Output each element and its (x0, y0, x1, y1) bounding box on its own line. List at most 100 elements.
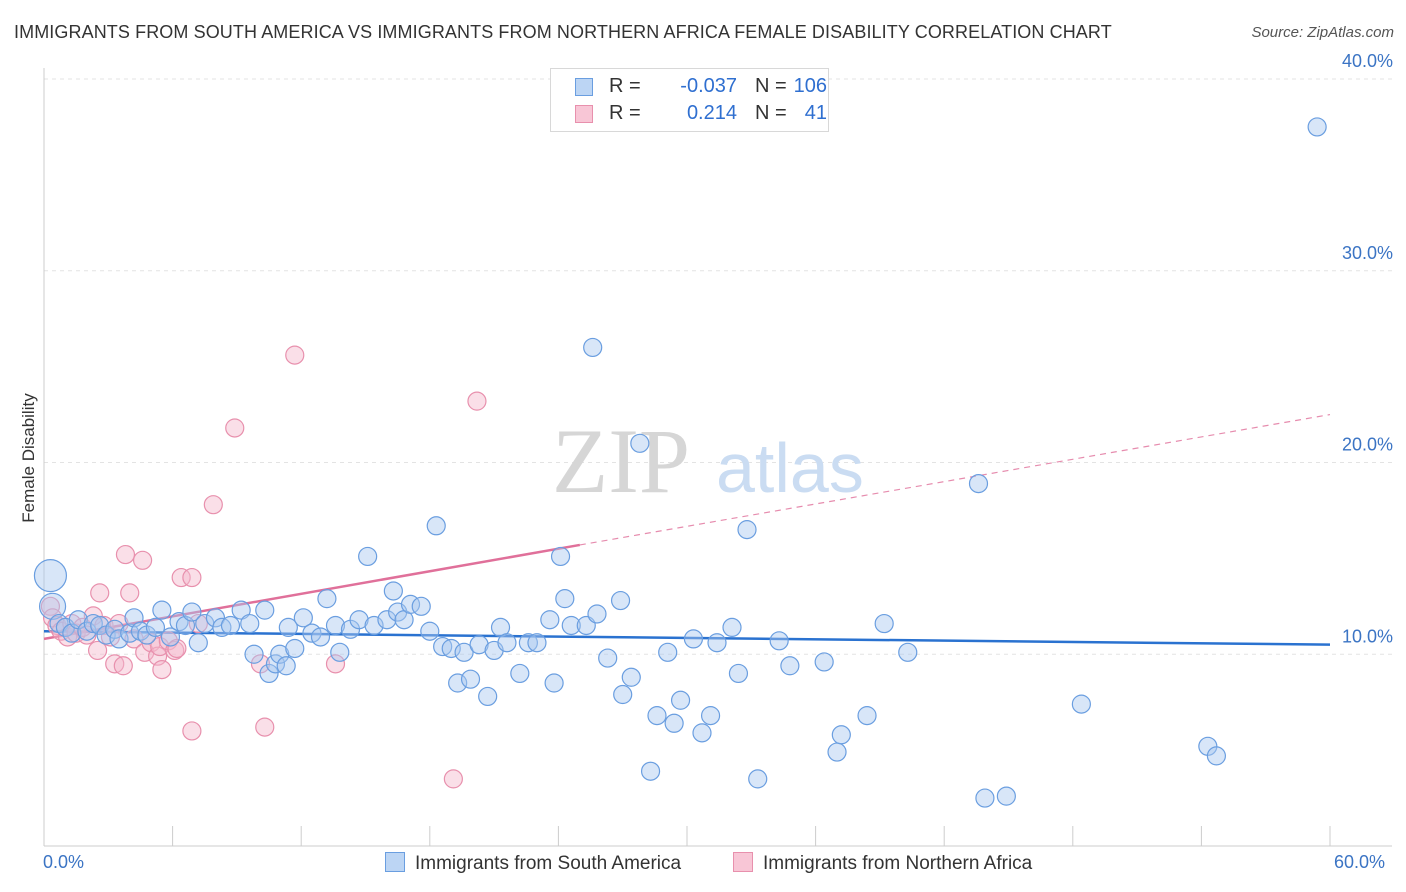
data-point-northern-africa (113, 656, 133, 676)
data-point-south-america (748, 769, 768, 789)
data-point-northern-africa (182, 567, 202, 588)
data-point-south-america (683, 629, 704, 649)
data-point-south-america (478, 686, 498, 707)
data-point-south-america (1071, 694, 1091, 714)
data-point-south-america (441, 638, 461, 659)
data-point-south-america (621, 667, 641, 687)
data-point-south-america (540, 610, 560, 630)
legend-r-value: 0.214 (686, 102, 737, 124)
y-axis-label: Female Disability (19, 393, 38, 523)
data-point-south-america (383, 581, 403, 601)
data-point-south-america (630, 433, 650, 453)
data-point-south-america (310, 627, 331, 647)
data-point-northern-africa (40, 596, 61, 616)
data-point-northern-africa (285, 345, 305, 365)
data-point-south-america (469, 635, 489, 655)
x-tick-label-0: 0.0% (43, 852, 85, 872)
data-point-northern-africa (167, 638, 187, 659)
data-point-northern-africa (443, 769, 463, 789)
data-point-northern-africa (467, 391, 487, 411)
x-tick-label-60: 60.0% (1334, 852, 1386, 872)
data-point-south-america (610, 590, 631, 611)
series-northern-africa-points (40, 345, 487, 789)
data-point-northern-africa (325, 654, 346, 674)
data-point-south-america (692, 723, 712, 743)
data-point-south-america (330, 642, 350, 662)
data-point-south-america (426, 516, 446, 536)
axes: 10.0% 20.0% 30.0% 40.0% (43, 51, 1393, 847)
legend-n-label: N = (755, 75, 787, 97)
data-point-south-america (737, 520, 757, 540)
data-point-south-america (707, 633, 727, 653)
data-point-south-america (555, 589, 575, 609)
data-point-northern-africa (255, 717, 275, 737)
data-point-south-america (647, 706, 667, 726)
watermark-zip: ZIP (552, 410, 690, 512)
correlation-legend: R = -0.037 N = 106 R = 0.214 N = 41 (550, 68, 829, 132)
watermark-atlas: atlas (716, 429, 864, 507)
bottom-legend-label: Immigrants from South America (415, 853, 682, 874)
y-tick-label-30: 30.0% (1342, 243, 1393, 263)
data-point-south-america (270, 644, 290, 664)
y-tick-label-10: 10.0% (1342, 626, 1393, 646)
data-point-south-america (240, 613, 260, 634)
data-point-northern-africa (152, 659, 172, 680)
trend-lines (43, 413, 1331, 646)
data-point-south-america (325, 615, 346, 636)
y-tick-label-40: 40.0% (1342, 51, 1393, 71)
data-point-northern-africa (171, 567, 191, 588)
data-point-south-america (231, 600, 251, 620)
bottom-legend-label: Immigrants from Northern Africa (763, 853, 1033, 874)
data-point-south-america (276, 656, 296, 676)
data-point-south-america (722, 617, 742, 638)
data-point-south-america (561, 615, 581, 636)
data-point-south-america (377, 610, 397, 630)
data-point-northern-africa (120, 583, 140, 603)
data-point-south-america (527, 633, 547, 653)
data-point-south-america (975, 788, 995, 808)
data-point-south-america (448, 673, 468, 693)
data-point-south-america (1307, 117, 1327, 137)
data-point-south-america (613, 684, 633, 705)
data-point-south-america (109, 629, 129, 649)
gridlines (44, 78, 1392, 655)
data-point-south-america (831, 725, 851, 745)
data-point-south-america (874, 613, 894, 634)
legend-swatch-blue (575, 78, 593, 96)
bottom-legend-swatch-blue (385, 852, 405, 872)
data-point-south-america (205, 608, 226, 628)
data-point-south-america (411, 596, 431, 616)
series-south-america-points (33, 117, 1327, 808)
data-point-northern-africa (90, 583, 110, 603)
chart-source: Source: ZipAtlas.com (1251, 24, 1394, 41)
data-point-south-america (968, 473, 989, 494)
data-point-northern-africa (132, 550, 153, 570)
data-point-south-america (583, 337, 603, 358)
data-point-south-america (278, 617, 298, 638)
data-point-south-america (285, 638, 305, 659)
data-point-south-america (420, 621, 440, 641)
data-point-south-america (814, 652, 834, 672)
data-point-south-america (640, 761, 661, 781)
data-point-south-america (670, 690, 691, 710)
data-point-south-america (587, 604, 607, 624)
data-point-south-america (33, 559, 68, 593)
bottom-legend-northern-africa: Immigrants from Northern Africa (733, 852, 1032, 875)
data-point-south-america (255, 600, 275, 620)
legend-r-label: R = (609, 102, 641, 124)
data-point-south-america (996, 786, 1016, 806)
bottom-legend-swatch-pink (733, 852, 753, 872)
watermark: ZIP atlas (552, 410, 864, 512)
bottom-legend-south-america: Immigrants from South America (385, 852, 681, 875)
data-point-south-america (145, 617, 166, 638)
data-point-south-america (497, 633, 517, 653)
data-point-northern-africa (203, 495, 223, 515)
data-point-south-america (700, 706, 721, 726)
data-point-northern-africa (182, 721, 202, 741)
trend-line-south-america (43, 629, 1331, 646)
y-tick-label-20: 20.0% (1342, 435, 1393, 455)
data-point-south-america (898, 642, 918, 662)
data-point-northern-africa (115, 544, 136, 565)
data-point-south-america (188, 633, 208, 653)
data-point-south-america (728, 663, 749, 684)
